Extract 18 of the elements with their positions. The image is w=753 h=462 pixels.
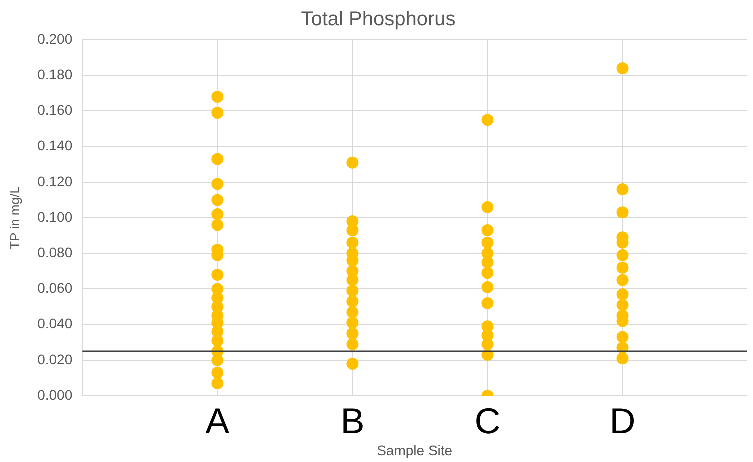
x-tick-label: A	[206, 400, 230, 442]
y-tick-label: 0.200	[38, 30, 73, 47]
y-tick-label: 0.060	[38, 280, 73, 296]
y-axis-title: TP in mg/L	[7, 186, 22, 250]
y-tick-label: 0.020	[38, 351, 73, 368]
x-tick-label: B	[340, 400, 365, 442]
x-tick-label: D	[610, 400, 636, 442]
y-tick-label: 0.140	[38, 138, 73, 154]
x-axis-title: Sample Site	[377, 442, 453, 458]
y-tick-label: 0.000	[38, 386, 73, 403]
chart-title: Total Phosphorus	[301, 8, 456, 31]
y-tick-label: 0.080	[38, 244, 73, 260]
y-tick-label: 0.180	[38, 66, 73, 82]
y-tick-label: 0.040	[38, 316, 73, 332]
y-tick-label: 0.120	[38, 173, 73, 190]
y-tick-label: 0.100	[38, 208, 73, 225]
y-tick-label: 0.160	[38, 102, 73, 118]
x-tick-label: C	[474, 400, 501, 442]
